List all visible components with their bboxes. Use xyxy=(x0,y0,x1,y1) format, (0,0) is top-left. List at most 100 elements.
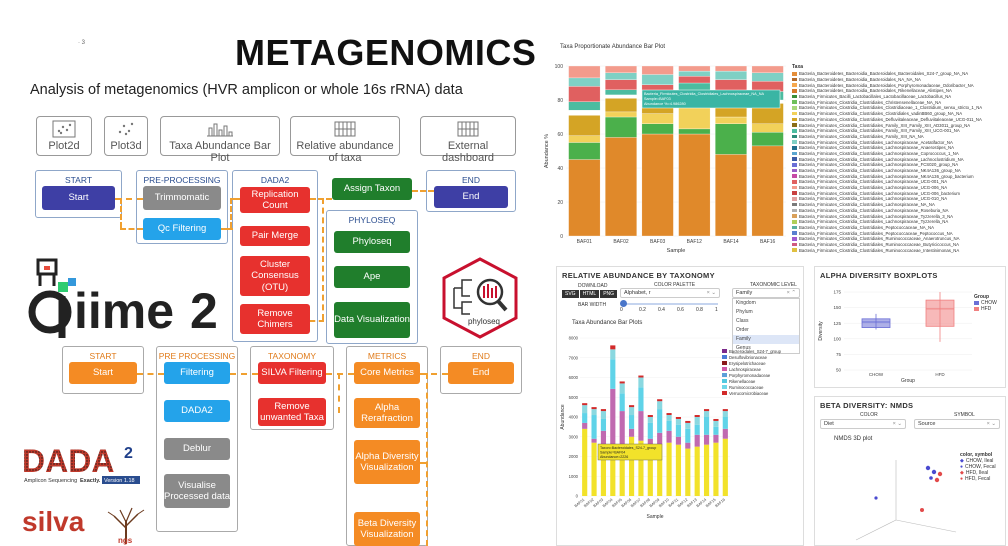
core-metrics-node[interactable]: Core Metrics xyxy=(354,362,420,384)
qc-filtering-node[interactable]: Qc Filtering xyxy=(143,218,221,240)
legend-label: Bacteria_Firmicutes_Clostridia_Clostridi… xyxy=(799,230,953,236)
taxa-legend-item[interactable]: Bacteria_Firmicutes_Clostridia_Clostridi… xyxy=(792,208,1006,214)
bar-segment xyxy=(641,133,674,237)
abundance-legend-item[interactable]: Porphyromonadaceae xyxy=(722,372,802,378)
legend-marker: ◆ xyxy=(960,470,964,476)
feature-card-relative-abundance[interactable]: Relative abundance of taxa xyxy=(290,116,400,164)
bar-width-slider[interactable] xyxy=(622,303,718,305)
nmds-legend-item[interactable]: ● HFD, Fecal xyxy=(960,476,1004,482)
dada-start-node[interactable]: Start xyxy=(69,362,137,384)
nmds-legend-item[interactable]: ◆ CHOW, Ileal xyxy=(960,458,1004,464)
bar-segment xyxy=(610,345,616,350)
abundance-legend-item[interactable]: Rikenellaceae xyxy=(722,378,802,384)
taxa-legend-item[interactable]: Bacteria_Firmicutes_Clostridia_Clostridi… xyxy=(792,134,1006,140)
abundance-legend-item[interactable]: Bacteroidales_S24-7_group xyxy=(722,348,802,354)
feature-card-plot3d[interactable]: Plot3d xyxy=(104,116,148,156)
pair-merge-node[interactable]: Pair Merge xyxy=(240,226,310,246)
replication-count-node[interactable]: Replication Count xyxy=(240,187,310,213)
remove-chimers-node[interactable]: Remove Chimers xyxy=(240,304,310,334)
taxa-legend-item[interactable]: Bacteria_Firmicutes_Clostridia_Clostridi… xyxy=(792,99,1006,105)
ape-node[interactable]: Ape xyxy=(334,266,410,288)
taxa-legend-item[interactable]: Bacteria_Firmicutes_Clostridia_Clostridi… xyxy=(792,185,1006,191)
taxa-legend-item[interactable]: Bacteria_Firmicutes_Clostridia_Clostridi… xyxy=(792,162,1006,168)
taxa-legend-item[interactable]: Bacteria_Firmicutes_Clostridia_Clostridi… xyxy=(792,105,1006,111)
taxa-legend-item[interactable]: Bacteria_Firmicutes_Clostridia_Clostridi… xyxy=(792,219,1006,225)
end-node[interactable]: End xyxy=(434,186,508,208)
taxa-legend-item[interactable]: Bacteria_Firmicutes_Clostridia_Clostridi… xyxy=(792,196,1006,202)
beta-diversity-visualization-node[interactable]: Beta Diversity Visualization xyxy=(354,512,420,546)
taxonomy-option[interactable]: Phylum xyxy=(736,309,753,315)
download-png-button[interactable]: PNG xyxy=(600,290,618,298)
download-html-button[interactable]: HTML xyxy=(579,290,600,298)
taxonomy-option[interactable]: Order xyxy=(736,327,749,333)
taxa-legend-item[interactable]: Bacteria_Firmicutes_Bacilli_Lactobacilla… xyxy=(792,94,1006,100)
taxonomy-option[interactable]: Class xyxy=(736,318,749,324)
nmds-legend-item[interactable]: ● CHOW, Fecal xyxy=(960,464,1004,470)
data-visualization-node[interactable]: Data Visualization xyxy=(334,302,410,338)
taxa-legend-item[interactable]: Bacteria_Firmicutes_Clostridia_Clostridi… xyxy=(792,128,1006,134)
y-tick-label: 0 xyxy=(560,234,563,240)
legend-swatch xyxy=(792,77,797,82)
taxa-legend-item[interactable]: Bacteria_Firmicutes_Clostridia_Clostridi… xyxy=(792,213,1006,219)
bar-segment xyxy=(568,159,601,237)
taxa-legend-item[interactable]: Bacteria_Firmicutes_Clostridia_Clostridi… xyxy=(792,156,1006,162)
download-svg-button[interactable]: SVG xyxy=(562,290,579,298)
abundance-legend-item[interactable]: Desulfovibrionaceae xyxy=(722,354,802,360)
color-select[interactable]: Diet × ⌄ xyxy=(820,419,906,429)
bar-width-slider-handle[interactable] xyxy=(620,300,627,307)
nmds-legend-item[interactable]: ◆ HFD, Ileal xyxy=(960,470,1004,476)
taxa-legend-item[interactable]: Bacteria_Firmicutes_Clostridia_Clostridi… xyxy=(792,145,1006,151)
feature-card-external-dashboard[interactable]: External dashboard xyxy=(420,116,516,164)
taxa-legend-item[interactable]: Bacteria_Bacteroidetes_Bacteroidia_Bacte… xyxy=(792,71,1006,77)
taxa-legend-item[interactable]: Bacteria_Firmicutes_Clostridia_Clostridi… xyxy=(792,230,1006,236)
abundance-legend-item[interactable]: Erysipelotrichaceae xyxy=(722,360,802,366)
taxa-legend-item[interactable]: Bacteria_Bacteroidetes_Bacteroidia_Bacte… xyxy=(792,82,1006,88)
silva-filtering-node[interactable]: SILVA Filtering xyxy=(258,362,326,384)
taxa-legend-item[interactable]: Bacteria_Firmicutes_Clostridia_Clostridi… xyxy=(792,122,1006,128)
taxonomy-option[interactable]: Kingdom xyxy=(736,300,756,306)
taxa-legend-item[interactable]: Bacteria_Firmicutes_Clostridia_Clostridi… xyxy=(792,247,1006,253)
bar-segment xyxy=(605,94,637,99)
dada-end-node[interactable]: End xyxy=(448,362,514,384)
alpha-rerafraction-node[interactable]: Alpha Rerafraction xyxy=(354,398,420,428)
feature-card-plot2d[interactable]: Plot2d xyxy=(36,116,92,156)
taxa-legend-item[interactable]: Bacteria_Firmicutes_Clostridia_Clostridi… xyxy=(792,225,1006,231)
trimmomatic-node[interactable]: Trimmomatic xyxy=(143,186,221,210)
taxa-legend-item[interactable]: Bacteria_Firmicutes_Clostridia_Clostridi… xyxy=(792,236,1006,242)
bar-segment xyxy=(641,65,674,75)
phyloseq-node[interactable]: Phyloseq xyxy=(334,231,410,253)
taxa-legend-item[interactable]: Bacteria_Bacteroidetes_Bacteroidia_Bacte… xyxy=(792,77,1006,83)
taxa-legend-item[interactable]: Bacteria_Firmicutes_Clostridia_Clostridi… xyxy=(792,111,1006,117)
filtering-node[interactable]: Filtering xyxy=(164,362,230,384)
taxonomy-option[interactable]: Family xyxy=(733,335,799,344)
cluster-consensus-node[interactable]: Cluster Consensus (OTU) xyxy=(240,256,310,296)
taxa-legend-item[interactable]: Bacteria_Firmicutes_Clostridia_Clostridi… xyxy=(792,190,1006,196)
taxa-legend-item[interactable]: Bacteria_Bacteroidetes_Bacteroidia_Bacte… xyxy=(792,88,1006,94)
color-palette-dropdown[interactable]: Alphabet, r × ⌄ xyxy=(620,288,720,298)
abundance-legend-item[interactable]: Verrucomicrobiaceae xyxy=(722,390,802,396)
taxa-legend-item[interactable]: Bacteria_Firmicutes_Clostridia_Clostridi… xyxy=(792,242,1006,248)
visualise-processed-data-node[interactable]: Visualise Processed data xyxy=(164,474,230,508)
abundance-legend-item[interactable]: Lachnospiraceae xyxy=(722,366,802,372)
taxa-legend-item[interactable]: Bacteria_Firmicutes_Clostridia_Clostridi… xyxy=(792,168,1006,174)
taxa-legend-item[interactable]: Bacteria_Firmicutes_Clostridia_Clostridi… xyxy=(792,139,1006,145)
bar-segment xyxy=(591,415,597,439)
dada2-node[interactable]: DADA2 xyxy=(164,400,230,422)
taxa-legend-item[interactable]: Bacteria_Firmicutes_Clostridia_Clostridi… xyxy=(792,202,1006,208)
taxonomy-option[interactable]: Genus xyxy=(736,345,751,351)
legend-swatch xyxy=(792,242,797,247)
taxa-legend-item[interactable]: Bacteria_Firmicutes_Clostridia_Clostridi… xyxy=(792,179,1006,185)
taxonomy-level-dropdown[interactable]: Family × ⌃ xyxy=(732,288,800,298)
remove-unwanted-taxa-node[interactable]: Remove unwanted Taxa xyxy=(258,398,326,426)
assign-taxon-node[interactable]: Assign Taxon xyxy=(332,178,412,200)
alpha-diversity-visualization-node[interactable]: Alpha Diversity Visualization xyxy=(354,440,420,484)
taxa-legend-item[interactable]: Bacteria_Firmicutes_Clostridia_Clostridi… xyxy=(792,117,1006,123)
taxa-legend-item[interactable]: Bacteria_Firmicutes_Clostridia_Clostridi… xyxy=(792,173,1006,179)
nmds-3d-plot[interactable] xyxy=(836,450,966,544)
deblur-node[interactable]: Deblur xyxy=(164,438,230,460)
start-node[interactable]: Start xyxy=(42,186,115,210)
abundance-legend-item[interactable]: Ruminococcaceae xyxy=(722,384,802,390)
symbol-select[interactable]: Source × ⌄ xyxy=(914,419,1000,429)
taxa-legend-item[interactable]: Bacteria_Firmicutes_Clostridia_Clostridi… xyxy=(792,151,1006,157)
feature-card-taxa-abundance[interactable]: Taxa Abundance Bar Plot xyxy=(160,116,280,164)
